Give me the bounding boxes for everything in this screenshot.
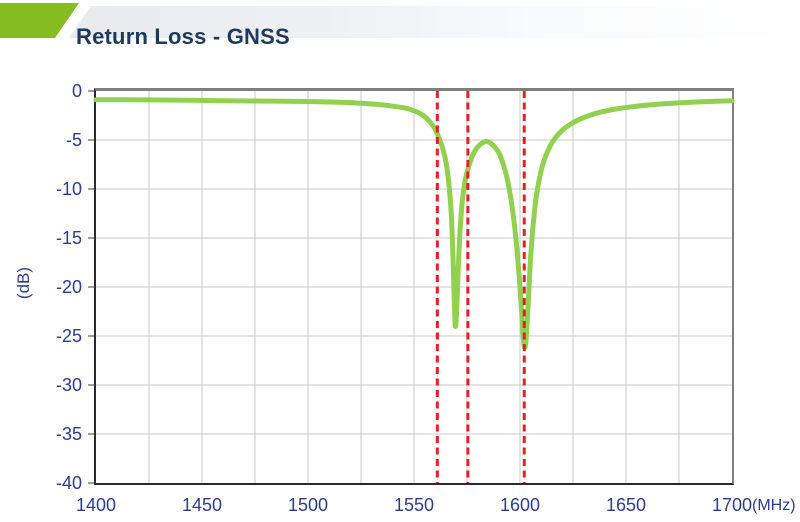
plot-area <box>88 88 735 485</box>
header-bar <box>0 6 800 38</box>
y-tick-label: -30 <box>55 375 82 395</box>
y-tick-label: -25 <box>55 326 82 346</box>
x-axis-unit: (MHz) <box>752 497 796 514</box>
y-tick-label: -35 <box>55 424 82 444</box>
y-tick-label: 0 <box>71 81 82 101</box>
y-tick-label: -10 <box>55 179 82 199</box>
x-tick-label: 1500 <box>287 495 329 515</box>
x-tick-label: 1550 <box>393 495 435 515</box>
x-tick-label: 1400 <box>75 495 117 515</box>
return-loss-curve <box>93 97 735 351</box>
y-tick-label: -20 <box>55 277 82 297</box>
page-title: Return Loss - GNSS <box>76 23 290 49</box>
x-tick-label: 1700 <box>711 495 753 515</box>
y-tick-label: -5 <box>65 130 82 150</box>
x-tick-label: 1600 <box>499 495 541 515</box>
x-tick-label: 1450 <box>181 495 223 515</box>
y-tick-label: -40 <box>55 473 82 493</box>
x-tick-label: 1650 <box>605 495 647 515</box>
plot-canvas <box>88 90 735 484</box>
y-tick-label: -15 <box>55 228 82 248</box>
